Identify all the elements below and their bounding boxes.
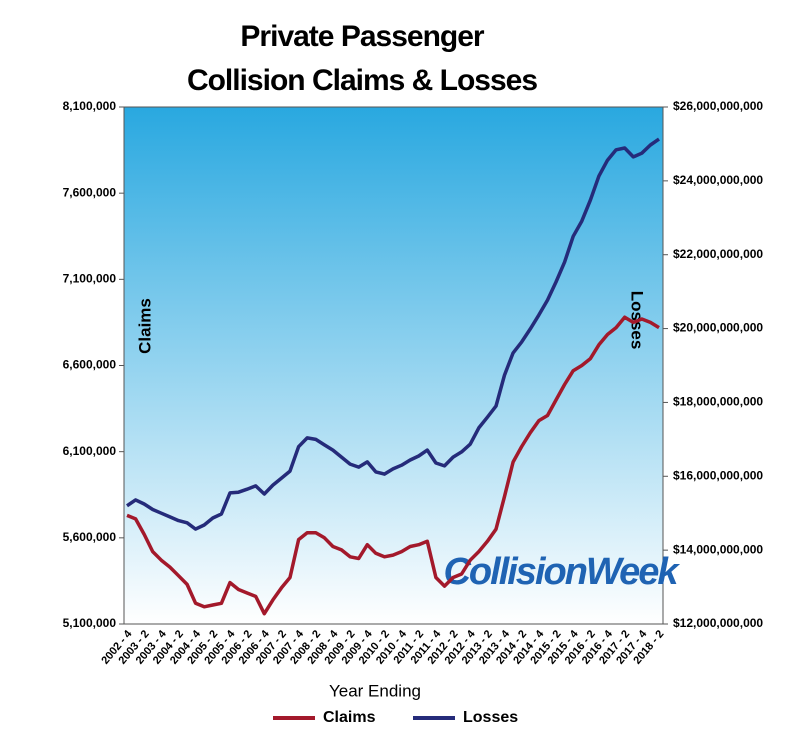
y2-tick-label: $24,000,000,000 xyxy=(673,173,763,187)
y2-tick-label: $20,000,000,000 xyxy=(673,321,763,335)
y2-tick-label: $18,000,000,000 xyxy=(673,395,763,409)
y2-tick-label: $26,000,000,000 xyxy=(673,99,763,113)
y2-tick-label: $14,000,000,000 xyxy=(673,542,763,556)
line-series xyxy=(126,315,660,616)
x-axis-title: Year Ending xyxy=(329,681,421,700)
line-series xyxy=(126,137,660,531)
y-tick-label: 6,600,000 xyxy=(63,358,117,372)
plot-area xyxy=(123,106,664,625)
watermark: CollisionWeek xyxy=(443,551,680,593)
y-tick-label: 6,100,000 xyxy=(63,444,117,458)
y-axis-title: Claims xyxy=(135,298,154,354)
y-tick-label: 8,100,000 xyxy=(63,99,117,113)
legend-label: Losses xyxy=(463,709,518,726)
y2-tick-label: $22,000,000,000 xyxy=(673,247,763,261)
y-tick-label: 7,600,000 xyxy=(63,185,117,199)
chart-title: Private Passenger xyxy=(240,20,484,53)
y-tick-label: 5,100,000 xyxy=(63,616,117,630)
y2-tick-label: $16,000,000,000 xyxy=(673,468,763,482)
y-tick-label: 7,100,000 xyxy=(63,272,117,286)
legend-label: Claims xyxy=(323,709,376,726)
y2-tick-label: $12,000,000,000 xyxy=(673,616,763,630)
chart-title: Collision Claims & Losses xyxy=(187,64,537,97)
y-tick-label: 5,600,000 xyxy=(63,530,117,544)
